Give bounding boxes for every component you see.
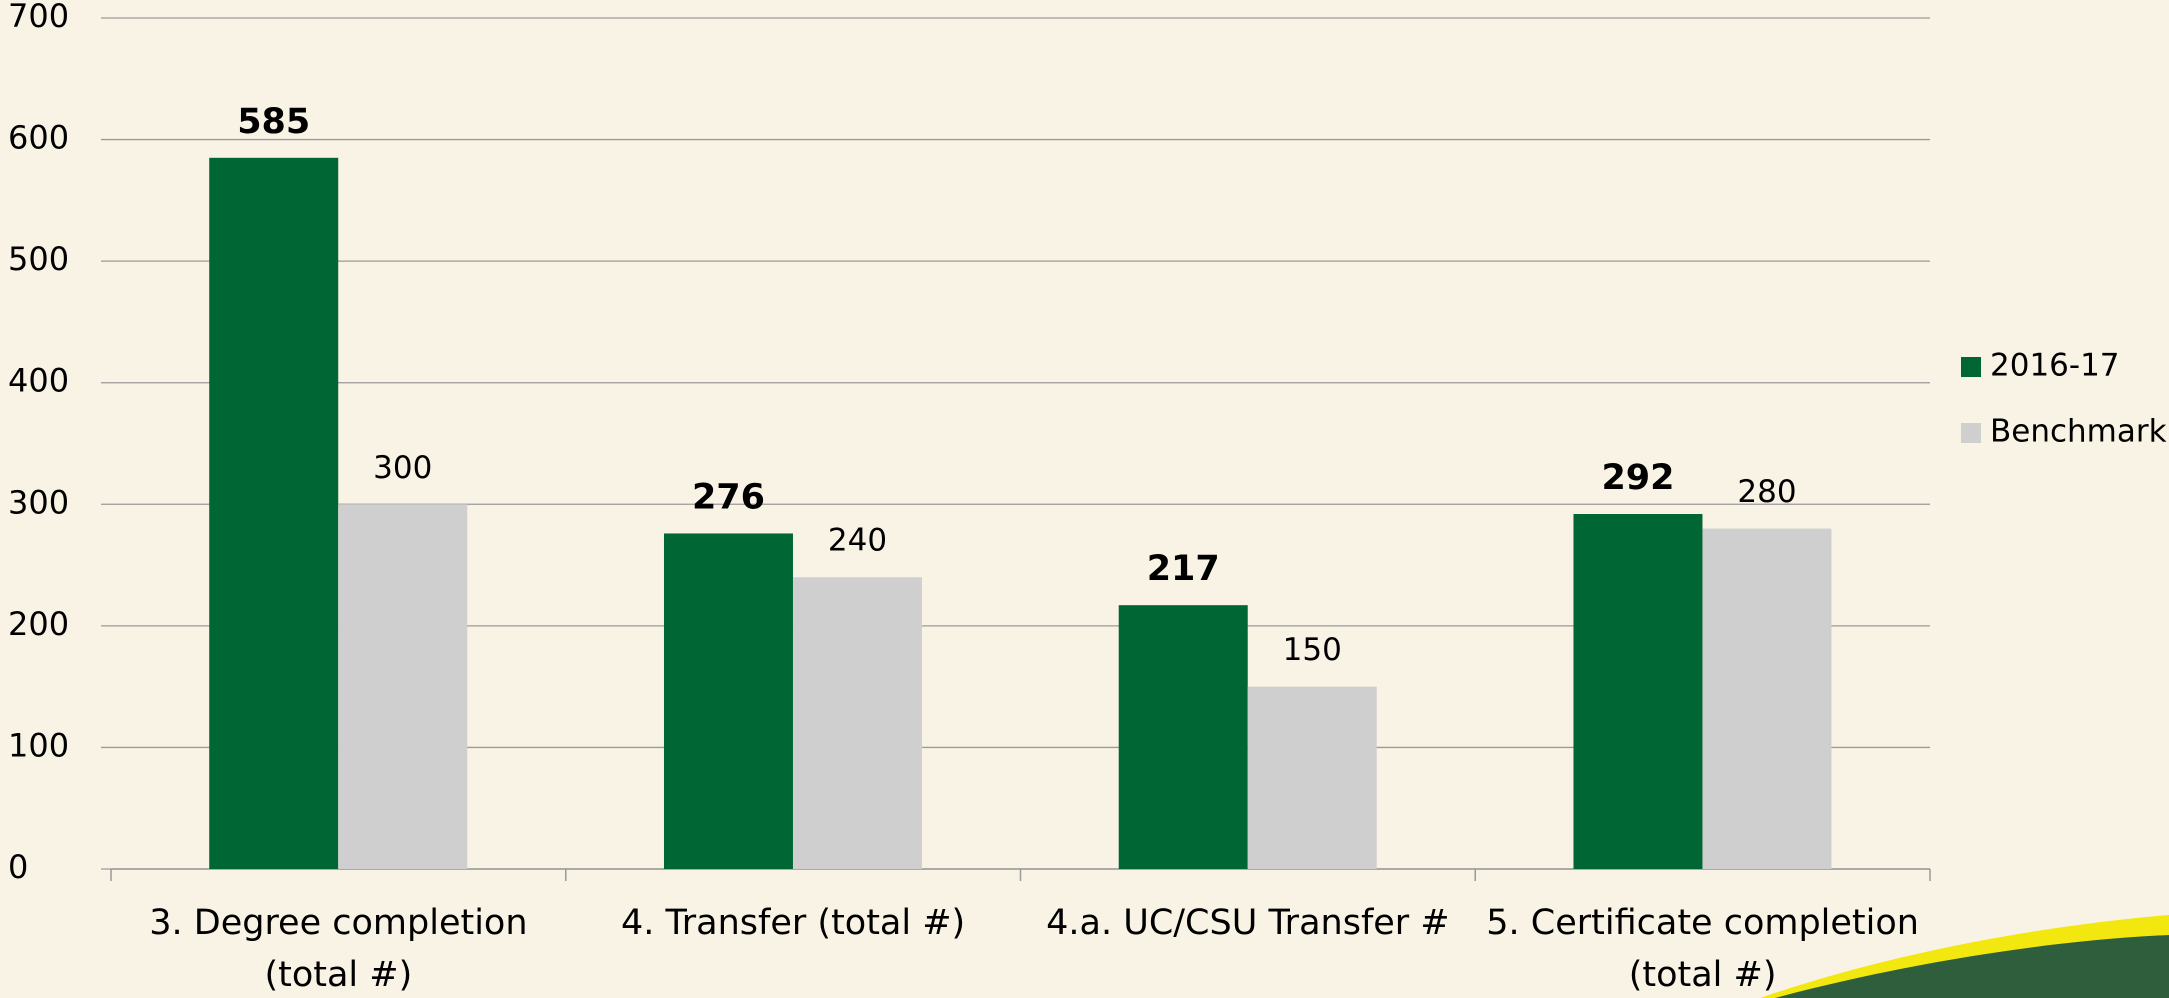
legend-swatch (1961, 357, 1981, 377)
y-tick-label: 100 (8, 726, 69, 764)
y-tick-label: 400 (8, 362, 69, 400)
data-label: 300 (373, 450, 432, 486)
data-label: 240 (828, 523, 887, 559)
chart: 01002003004005006007003. Degree completi… (0, 0, 2169, 998)
bar (793, 577, 922, 869)
bar (664, 533, 793, 869)
y-tick-label: 200 (8, 605, 69, 643)
data-label: 150 (1283, 632, 1342, 668)
page: 01002003004005006007003. Degree completi… (0, 0, 2169, 998)
data-label: 585 (237, 102, 310, 142)
y-tick-label: 0 (8, 848, 28, 886)
y-tick-label: 600 (8, 119, 69, 157)
y-tick-label: 700 (8, 0, 69, 35)
data-label: 292 (1601, 458, 1674, 498)
bar (1702, 529, 1831, 869)
data-label: 217 (1147, 549, 1220, 589)
data-label: 276 (692, 477, 765, 517)
x-tick-label: 4. Transfer (total #) (621, 903, 965, 943)
data-label: 280 (1737, 474, 1796, 510)
legend-label: Benchmark (1990, 414, 2167, 450)
y-tick-label: 300 (8, 483, 69, 521)
bar (1119, 605, 1248, 869)
bar (209, 158, 338, 869)
bar (1573, 514, 1702, 869)
legend-swatch (1961, 423, 1981, 443)
bar (1248, 687, 1377, 869)
bar (338, 504, 467, 869)
x-tick-label: 4.a. UC/CSU Transfer # (1046, 903, 1450, 943)
legend-label: 2016-17 (1990, 348, 2120, 384)
y-tick-label: 500 (8, 240, 69, 278)
